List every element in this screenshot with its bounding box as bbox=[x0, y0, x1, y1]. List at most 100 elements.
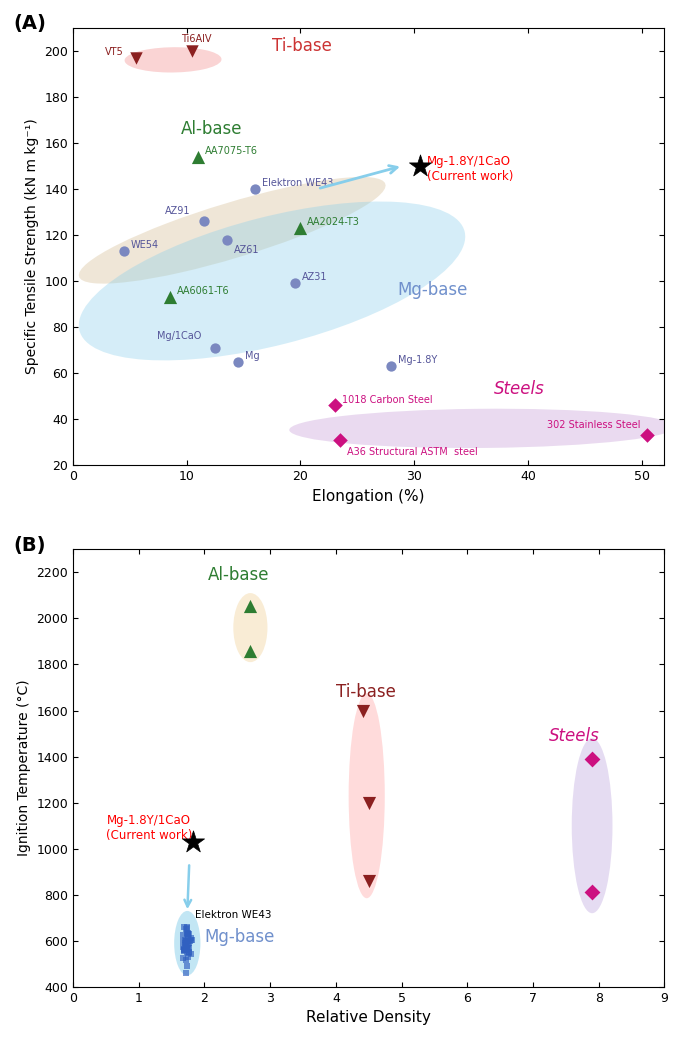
Point bbox=[221, 231, 232, 248]
Point bbox=[184, 935, 195, 951]
Text: Mg: Mg bbox=[245, 351, 260, 361]
Ellipse shape bbox=[79, 177, 386, 283]
Point bbox=[179, 919, 190, 936]
Point bbox=[177, 933, 188, 949]
Point bbox=[295, 220, 306, 237]
Point bbox=[363, 794, 374, 811]
Point bbox=[363, 872, 374, 889]
Point bbox=[183, 936, 194, 952]
Point bbox=[181, 965, 192, 982]
Point bbox=[184, 940, 195, 957]
Text: AZ61: AZ61 bbox=[234, 246, 259, 255]
Point bbox=[329, 397, 340, 414]
Point bbox=[179, 942, 190, 959]
Text: WE54: WE54 bbox=[131, 241, 159, 250]
Point bbox=[130, 49, 141, 66]
Point bbox=[183, 933, 194, 949]
Point bbox=[179, 935, 190, 951]
Point bbox=[182, 925, 193, 942]
Point bbox=[182, 926, 193, 943]
Text: AA2024-T3: AA2024-T3 bbox=[308, 217, 360, 227]
Point bbox=[386, 357, 397, 374]
Text: AZ31: AZ31 bbox=[301, 273, 327, 282]
Point bbox=[335, 431, 346, 448]
Point bbox=[181, 933, 192, 949]
Point bbox=[198, 213, 209, 229]
Point bbox=[178, 939, 189, 956]
Ellipse shape bbox=[289, 408, 675, 448]
Point bbox=[414, 157, 425, 174]
Point bbox=[178, 940, 189, 957]
Point bbox=[181, 921, 192, 938]
Point bbox=[179, 943, 190, 960]
Point bbox=[181, 958, 192, 974]
Point bbox=[182, 925, 192, 942]
Point bbox=[179, 942, 190, 959]
Ellipse shape bbox=[572, 738, 612, 913]
Point bbox=[180, 935, 191, 951]
Point bbox=[183, 925, 194, 942]
Point bbox=[187, 43, 198, 59]
Text: Ti-base: Ti-base bbox=[272, 38, 332, 55]
Text: Ti6AlV: Ti6AlV bbox=[182, 34, 212, 45]
Text: Mg-1.8Y/1CaO
(Current work): Mg-1.8Y/1CaO (Current work) bbox=[427, 154, 513, 182]
X-axis label: Relative Density: Relative Density bbox=[306, 1011, 431, 1025]
Text: (B): (B) bbox=[14, 537, 47, 555]
Y-axis label: Ignition Temperature (°C): Ignition Temperature (°C) bbox=[16, 679, 31, 857]
Point bbox=[182, 944, 192, 961]
Ellipse shape bbox=[234, 593, 267, 662]
Text: Elektron WE43: Elektron WE43 bbox=[262, 178, 334, 188]
Point bbox=[586, 750, 597, 767]
Text: A36 Structural ASTM  steel: A36 Structural ASTM steel bbox=[347, 447, 478, 457]
Point bbox=[181, 940, 192, 957]
Point bbox=[185, 932, 196, 948]
Point bbox=[187, 834, 198, 850]
Text: Al-base: Al-base bbox=[208, 566, 269, 584]
Text: 302 Stainless Steel: 302 Stainless Steel bbox=[547, 420, 641, 430]
Point bbox=[182, 919, 192, 936]
Point bbox=[186, 932, 197, 948]
Point bbox=[182, 937, 193, 953]
Text: AA6061-T6: AA6061-T6 bbox=[177, 287, 229, 296]
Point bbox=[192, 148, 203, 165]
Point bbox=[586, 885, 597, 901]
Ellipse shape bbox=[125, 47, 221, 73]
Point bbox=[249, 180, 260, 197]
Point bbox=[182, 948, 193, 965]
Point bbox=[178, 927, 189, 944]
Point bbox=[182, 927, 193, 944]
Point bbox=[642, 427, 653, 444]
Point bbox=[182, 931, 193, 947]
Point bbox=[184, 933, 195, 949]
Point bbox=[186, 929, 197, 946]
Point bbox=[245, 642, 256, 659]
Point bbox=[184, 943, 195, 960]
Text: 1018 Carbon Steel: 1018 Carbon Steel bbox=[342, 395, 432, 404]
Point bbox=[186, 945, 197, 962]
Point bbox=[164, 289, 175, 305]
Point bbox=[181, 941, 192, 958]
Point bbox=[183, 939, 194, 956]
Text: Mg-base: Mg-base bbox=[397, 281, 467, 299]
Point bbox=[177, 949, 188, 966]
Ellipse shape bbox=[174, 911, 201, 975]
Text: Steels: Steels bbox=[549, 727, 600, 745]
Point bbox=[232, 353, 243, 370]
Text: AZ91: AZ91 bbox=[165, 206, 190, 216]
Point bbox=[181, 938, 192, 954]
Text: Mg-1.8Y: Mg-1.8Y bbox=[399, 355, 438, 366]
Point bbox=[179, 932, 190, 948]
Ellipse shape bbox=[79, 201, 465, 361]
Ellipse shape bbox=[349, 693, 385, 898]
Text: VT5: VT5 bbox=[105, 47, 124, 56]
X-axis label: Elongation (%): Elongation (%) bbox=[312, 489, 425, 503]
Point bbox=[358, 702, 369, 719]
Point bbox=[182, 940, 192, 957]
Y-axis label: Specific Tensile Strength (kN m kg⁻¹): Specific Tensile Strength (kN m kg⁻¹) bbox=[25, 119, 38, 374]
Point bbox=[119, 243, 129, 259]
Point bbox=[289, 275, 300, 292]
Text: Mg-1.8Y/1CaO
(Current work): Mg-1.8Y/1CaO (Current work) bbox=[106, 814, 192, 842]
Text: Elektron WE43: Elektron WE43 bbox=[195, 910, 271, 920]
Point bbox=[182, 925, 193, 942]
Point bbox=[182, 920, 192, 937]
